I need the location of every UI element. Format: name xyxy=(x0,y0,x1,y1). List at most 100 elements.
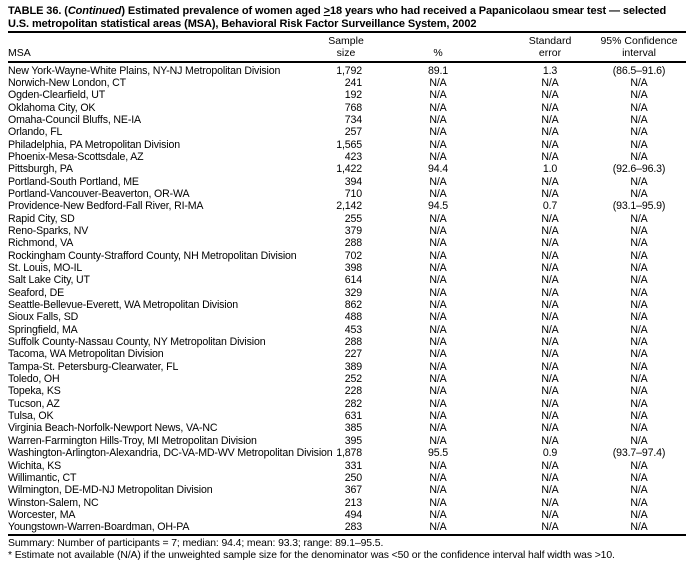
standard-error-cell: 0.9 xyxy=(542,447,558,460)
standard-error-cell: N/A xyxy=(541,484,559,497)
percent-cell: N/A xyxy=(429,471,447,484)
standard-error-cell: N/A xyxy=(541,249,559,262)
msa-cell: Wichita, KS xyxy=(8,459,62,472)
confidence-interval-cell: N/A xyxy=(630,410,648,423)
percent-cell: N/A xyxy=(429,224,447,237)
confidence-interval-cell: N/A xyxy=(630,397,648,410)
standard-error-header-line1: Standard xyxy=(528,35,572,47)
table-row: Willimantic, CT 250 N/A N/A N/A xyxy=(8,472,686,484)
greater-equal-symbol: > xyxy=(323,5,330,17)
table-row: Providence-New Bedford-Fall River, RI-MA… xyxy=(8,200,686,212)
table-row: Winston-Salem, NC 213 N/A N/A N/A xyxy=(8,497,686,509)
standard-error-cell: 0.7 xyxy=(542,200,558,213)
confidence-interval-cell: N/A xyxy=(630,224,648,237)
standard-error-cell: N/A xyxy=(541,212,559,225)
sample-size-cell: 241 xyxy=(344,76,362,89)
confidence-interval-cell: N/A xyxy=(630,150,648,163)
msa-cell: Philadelphia, PA Metropolitan Division xyxy=(8,138,180,151)
table-row: Tucson, AZ 282 N/A N/A N/A xyxy=(8,398,686,410)
table-title-line1: TABLE 36. (Continued) Estimated prevalen… xyxy=(8,5,686,18)
standard-error-cell: N/A xyxy=(541,237,559,250)
sample-size-cell: 702 xyxy=(344,249,362,262)
percent-cell: N/A xyxy=(429,311,447,324)
confidence-interval-cell: N/A xyxy=(630,422,648,435)
percent-cell: N/A xyxy=(429,299,447,312)
prevalence-table: MSA Sample size % Standard error 95% Con… xyxy=(8,31,686,536)
standard-error-cell: N/A xyxy=(541,496,559,509)
percent-cell: N/A xyxy=(429,385,447,398)
sample-size-cell: 385 xyxy=(344,422,362,435)
msa-cell: Rockingham County-Strafford County, NH M… xyxy=(8,249,297,262)
percent-cell: N/A xyxy=(429,237,447,250)
table-row: Sioux Falls, SD 488 N/A N/A N/A xyxy=(8,311,686,323)
table-row: Orlando, FL 257 N/A N/A N/A xyxy=(8,126,686,138)
table-row: St. Louis, MO-IL 398 N/A N/A N/A xyxy=(8,262,686,274)
sample-size-cell: 1,565 xyxy=(336,138,362,151)
table-row: Seaford, DE 329 N/A N/A N/A xyxy=(8,287,686,299)
percent-cell: 95.5 xyxy=(427,447,449,460)
percent-cell: N/A xyxy=(429,249,447,262)
table-row: Reno-Sparks, NV 379 N/A N/A N/A xyxy=(8,225,686,237)
confidence-interval-cell: N/A xyxy=(630,237,648,250)
standard-error-cell: N/A xyxy=(541,150,559,163)
confidence-interval-cell: N/A xyxy=(630,323,648,336)
standard-error-cell: N/A xyxy=(541,224,559,237)
table-row: Philadelphia, PA Metropolitan Division 1… xyxy=(8,139,686,151)
msa-cell: Norwich-New London, CT xyxy=(8,76,126,89)
sample-size-cell: 1,878 xyxy=(336,447,362,460)
confidence-interval-cell: N/A xyxy=(630,126,648,139)
standard-error-cell: 1.0 xyxy=(542,163,558,176)
standard-error-cell: N/A xyxy=(541,89,559,102)
sample-size-header-line2: size xyxy=(336,47,356,59)
header-row: MSA Sample size % Standard error 95% Con… xyxy=(8,32,686,63)
percent-cell: N/A xyxy=(429,150,447,163)
table-title-prefix: TABLE 36. ( xyxy=(8,5,68,17)
msa-cell: Orlando, FL xyxy=(8,126,63,139)
percent-cell: 94.5 xyxy=(427,200,449,213)
percent-cell: N/A xyxy=(429,138,447,151)
confidence-interval-cell: N/A xyxy=(630,187,648,200)
confidence-interval-cell: N/A xyxy=(630,101,648,114)
msa-cell: Wilmington, DE-MD-NJ Metropolitan Divisi… xyxy=(8,484,213,497)
table-row: Virginia Beach-Norfolk-Newport News, VA-… xyxy=(8,422,686,434)
standard-error-cell: N/A xyxy=(541,101,559,114)
msa-cell: St. Louis, MO-IL xyxy=(8,262,83,274)
standard-error-cell: N/A xyxy=(541,187,559,200)
sample-size-cell: 395 xyxy=(344,434,362,447)
column-header-confidence-interval: 95% Confidence interval xyxy=(592,32,686,63)
sample-size-cell: 710 xyxy=(344,187,362,200)
column-header-msa: MSA xyxy=(8,32,324,63)
column-header-sample-size: Sample size xyxy=(324,32,368,63)
table-row: Oklahoma City, OK 768 N/A N/A N/A xyxy=(8,102,686,114)
confidence-interval-cell: N/A xyxy=(630,274,648,287)
percent-cell: N/A xyxy=(429,89,447,102)
table-title-mid: ) Estimated prevalence of women aged xyxy=(121,5,324,17)
confidence-interval-cell: N/A xyxy=(630,299,648,312)
confidence-interval-cell: N/A xyxy=(630,360,648,373)
table-row: Rapid City, SD 255 N/A N/A N/A xyxy=(8,213,686,225)
sample-size-cell: 367 xyxy=(344,484,362,497)
sample-size-cell: 329 xyxy=(344,286,362,299)
msa-cell: Seattle-Bellevue-Everett, WA Metropolita… xyxy=(8,299,238,312)
sample-size-cell: 252 xyxy=(344,373,362,386)
confidence-interval-cell: N/A xyxy=(630,89,648,102)
confidence-interval-header-line1: 95% Confidence xyxy=(600,35,678,47)
standard-error-cell: N/A xyxy=(541,397,559,410)
msa-cell: Reno-Sparks, NV xyxy=(8,224,89,237)
percent-cell: 89.1 xyxy=(427,64,449,77)
sample-size-cell: 379 xyxy=(344,224,362,237)
sample-size-cell: 631 xyxy=(344,410,362,423)
percent-cell: N/A xyxy=(429,274,447,287)
msa-cell: Ogden-Clearfield, UT xyxy=(8,89,106,102)
table-title-rest: 18 years who had received a Papanicolaou… xyxy=(329,5,667,17)
standard-error-cell: N/A xyxy=(541,336,559,349)
percent-cell: N/A xyxy=(429,348,447,361)
standard-error-cell: N/A xyxy=(541,422,559,435)
table-row: Omaha-Council Bluffs, NE-IA 734 N/A N/A … xyxy=(8,114,686,126)
confidence-interval-cell: (93.1–95.9) xyxy=(612,200,666,213)
percent-cell: N/A xyxy=(429,410,447,423)
confidence-interval-cell: N/A xyxy=(630,484,648,497)
confidence-interval-header-line2: interval xyxy=(622,47,656,59)
sample-size-cell: 228 xyxy=(344,385,362,398)
standard-error-cell: N/A xyxy=(541,274,559,287)
